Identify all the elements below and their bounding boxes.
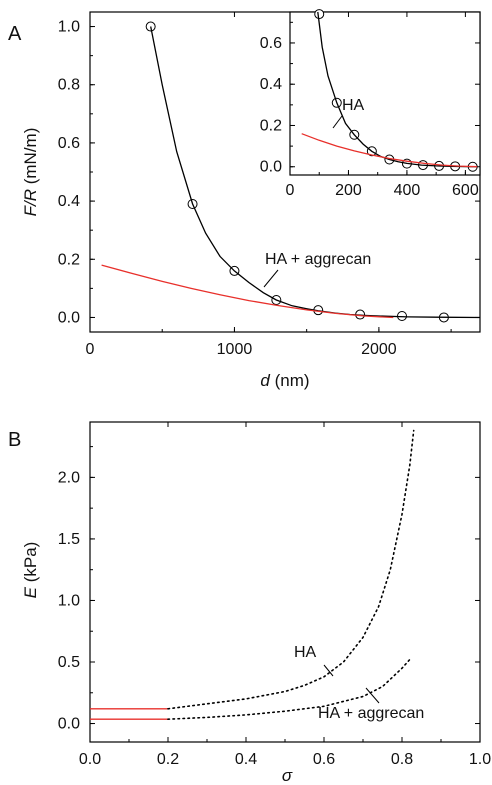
panel-a-xlabel-unit: (nm) (270, 371, 310, 390)
y-tick-label: 0.0 (58, 716, 80, 733)
black-series-line (167, 429, 415, 710)
panel-a-ylabel-var: F/R (21, 189, 40, 216)
panel-b-ticks: 0.0 0.2 0.4 0.6 0.8 1.0 0.0 0.5 1.0 1.5 2.0 (58, 422, 491, 768)
x-tick-label: 0 (86, 341, 95, 358)
y-tick-label: 0.5 (58, 654, 80, 671)
panel-b-ylabel-unit: (kPa) (21, 542, 40, 587)
panel-b: B 0.0 0.2 0.4 0.6 0.8 1.0 0.0 0.5 1.0 1.5 2.0 σ E … (8, 421, 491, 785)
red-series-line (101, 264, 394, 319)
x-tick-label: 400 (394, 182, 421, 199)
panel-b-ylabel: E (kPa) (21, 542, 40, 599)
x-tick-label: 0.4 (235, 751, 257, 768)
y-tick-label: 0.8 (58, 77, 80, 94)
panel-b-series (90, 429, 415, 721)
inset-annotation: HA (342, 97, 365, 114)
panel-a-series (101, 21, 481, 323)
panel-b-label-ha-aggrecan-leader (365, 687, 380, 704)
panel-a-annotation: HA + aggrecan (265, 251, 371, 268)
y-tick-label: 0.6 (260, 35, 282, 52)
panel-a-label: A (8, 23, 22, 45)
x-tick-label: 1.0 (469, 751, 491, 768)
x-tick-label: 0 (286, 182, 295, 199)
x-tick-label: 0.0 (79, 751, 101, 768)
panel-b-xlabel: σ (282, 766, 293, 785)
y-tick-label: 1.5 (58, 531, 80, 548)
y-tick-label: 0.0 (260, 159, 282, 176)
x-tick-label: 0.2 (157, 751, 179, 768)
x-tick-label: 200 (335, 182, 362, 199)
data-point (314, 9, 325, 20)
y-tick-label: 0.6 (58, 135, 80, 152)
panel-a-xlabel-var: d (260, 371, 270, 390)
panel-b-label-ha: HA (294, 644, 317, 661)
x-tick-label: 1000 (217, 341, 253, 358)
y-tick-label: 0.0 (58, 309, 80, 326)
x-tick-label: 0.6 (313, 751, 335, 768)
panel-a-inset: 0 200 400 600 0.0 0.2 0.4 0.6 HA (260, 9, 481, 199)
panel-b-label-ha-aggrecan: HA + aggrecan (318, 705, 424, 722)
black-series-line (150, 26, 481, 319)
y-tick-label: 2.0 (58, 469, 80, 486)
inset-frame (289, 11, 481, 176)
panel-a-xlabel: d (nm) (260, 371, 309, 390)
inset-annotation-leader (332, 115, 343, 129)
panel-a-ylabel: F/R (mN/m) (21, 128, 40, 217)
inset-series (301, 9, 478, 172)
y-tick-label: 0.4 (260, 76, 282, 93)
black-series-line (167, 658, 411, 721)
y-tick-label: 1.0 (58, 19, 80, 36)
red-series-line (301, 133, 478, 168)
panel-b-label: B (8, 429, 21, 451)
x-tick-label: 0.8 (391, 751, 413, 768)
inset-ticks: 0 200 400 600 0.0 0.2 0.4 0.6 (260, 12, 480, 199)
x-tick-label: 2000 (361, 341, 397, 358)
y-tick-label: 1.0 (58, 592, 80, 609)
y-tick-label: 0.2 (58, 251, 80, 268)
y-tick-label: 0.4 (58, 193, 80, 210)
x-tick-label: 600 (452, 182, 479, 199)
y-tick-label: 0.2 (260, 117, 282, 134)
panel-b-label-ha-leader (323, 664, 334, 677)
panel-a-annotation-leader (263, 269, 279, 288)
panel-b-ylabel-var: E (21, 586, 40, 598)
panel-a-ylabel-unit: (mN/m) (21, 128, 40, 189)
inset-background (290, 12, 480, 175)
